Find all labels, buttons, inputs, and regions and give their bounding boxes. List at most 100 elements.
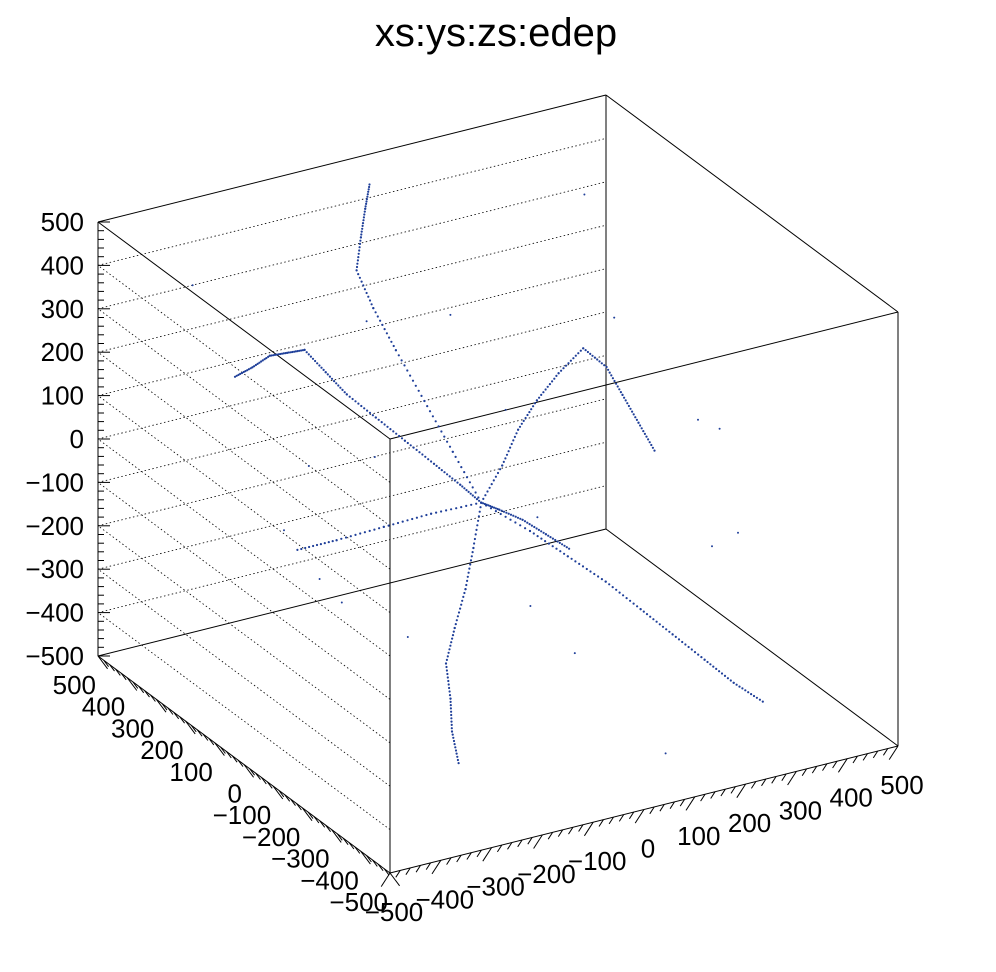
y-axis-tick bbox=[167, 707, 174, 715]
track-point bbox=[377, 418, 380, 421]
y-tick-label: −400 bbox=[300, 865, 359, 895]
track-point bbox=[461, 485, 464, 488]
track-point bbox=[532, 532, 535, 535]
track-point bbox=[400, 359, 403, 362]
track-point bbox=[451, 634, 455, 637]
x-axis-tick bbox=[710, 791, 716, 799]
track-point bbox=[451, 477, 454, 480]
track-point bbox=[502, 460, 505, 463]
scatter-point bbox=[406, 636, 409, 638]
track-point bbox=[485, 504, 488, 507]
track-point bbox=[267, 355, 270, 358]
track-point bbox=[327, 541, 330, 544]
track-point bbox=[519, 524, 522, 527]
grid-line-z-back-wall bbox=[97, 485, 607, 613]
track-point bbox=[500, 509, 503, 512]
track-point bbox=[488, 486, 491, 489]
track-point bbox=[565, 546, 568, 549]
track-point bbox=[445, 658, 448, 662]
scatter-point bbox=[283, 529, 285, 532]
track-point bbox=[560, 369, 563, 372]
track-point bbox=[256, 362, 259, 365]
scatter-point bbox=[449, 313, 452, 316]
track-point bbox=[463, 591, 466, 595]
track-point bbox=[381, 323, 384, 326]
track-point bbox=[459, 607, 462, 610]
track-point bbox=[396, 521, 400, 525]
y-tick-label: −100 bbox=[213, 800, 272, 830]
track-point bbox=[340, 537, 343, 540]
track-point bbox=[581, 565, 585, 568]
track-point bbox=[519, 517, 522, 520]
track-point bbox=[449, 704, 452, 707]
y-axis-tick bbox=[115, 668, 121, 676]
track-point bbox=[750, 693, 753, 696]
track-point bbox=[446, 473, 449, 476]
track-point bbox=[397, 354, 400, 357]
track-point bbox=[579, 349, 582, 352]
y-axis-tick bbox=[237, 759, 244, 767]
y-axis-tick bbox=[348, 842, 355, 850]
track-point bbox=[547, 534, 550, 537]
x-axis-tick bbox=[405, 867, 411, 875]
track-point bbox=[444, 662, 448, 665]
track-point bbox=[242, 370, 245, 374]
y-axis-tick bbox=[190, 725, 197, 733]
track-point bbox=[469, 559, 473, 562]
track-point bbox=[627, 404, 631, 408]
track-point bbox=[492, 479, 495, 482]
y-axis-tick bbox=[377, 863, 384, 872]
x-axis-tick bbox=[730, 786, 736, 794]
y-axis-tick bbox=[202, 733, 209, 741]
track-point bbox=[474, 533, 477, 536]
track-point bbox=[247, 368, 250, 371]
track-point bbox=[460, 466, 463, 469]
grid-line-z-back-wall bbox=[97, 355, 607, 483]
track-point bbox=[322, 368, 325, 371]
x-axis-tick bbox=[679, 799, 686, 807]
track-point bbox=[450, 508, 453, 511]
track-point bbox=[475, 498, 479, 501]
track-point bbox=[354, 400, 357, 403]
track-point bbox=[361, 224, 364, 227]
track-point bbox=[567, 362, 570, 365]
track-point bbox=[374, 311, 377, 314]
track-point bbox=[438, 466, 441, 470]
track-point bbox=[434, 420, 437, 423]
track-point bbox=[273, 353, 277, 356]
track-point bbox=[494, 510, 497, 513]
track-point bbox=[464, 588, 467, 591]
track-point bbox=[515, 432, 518, 435]
track-point bbox=[532, 405, 535, 408]
track-point bbox=[600, 362, 603, 365]
track-point bbox=[368, 183, 371, 186]
track-point bbox=[265, 357, 268, 360]
track-point bbox=[563, 552, 566, 555]
y-axis-tick bbox=[307, 811, 314, 819]
box-edge bbox=[97, 94, 607, 223]
track-point bbox=[448, 686, 451, 690]
y-axis-tick bbox=[372, 859, 378, 867]
track-point bbox=[357, 256, 360, 259]
x-axis-tick bbox=[659, 804, 665, 812]
track-point bbox=[623, 396, 626, 399]
track-point bbox=[647, 438, 650, 441]
track-point bbox=[457, 611, 461, 614]
track-point bbox=[432, 462, 436, 465]
track-point bbox=[454, 623, 457, 626]
track-point bbox=[368, 529, 371, 533]
track-point bbox=[373, 528, 376, 531]
track-point bbox=[551, 537, 555, 540]
track-point bbox=[263, 358, 266, 361]
track-point bbox=[637, 421, 640, 424]
track-point bbox=[363, 531, 366, 534]
track-point bbox=[626, 402, 629, 405]
track-point bbox=[315, 543, 319, 547]
y-axis-tick bbox=[272, 785, 284, 800]
z-tick-label: 300 bbox=[41, 294, 84, 324]
track-point bbox=[551, 380, 554, 383]
track-point bbox=[359, 532, 362, 535]
track-point bbox=[561, 543, 564, 546]
x-axis-tick bbox=[496, 844, 503, 853]
track-point bbox=[729, 679, 732, 682]
